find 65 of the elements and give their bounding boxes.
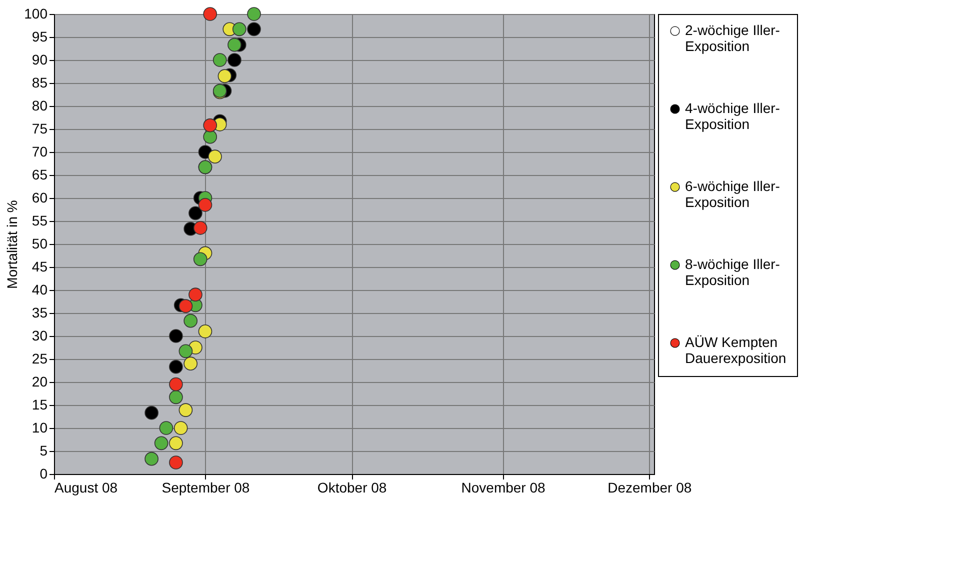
point <box>144 452 158 466</box>
point <box>212 53 227 67</box>
point <box>184 314 198 328</box>
point <box>203 130 218 144</box>
y-tick-label: 85 <box>32 74 48 90</box>
y-tick-label: 50 <box>32 236 48 252</box>
point <box>193 252 208 266</box>
point <box>228 38 242 52</box>
x-tick-label: November 08 <box>461 480 546 496</box>
y-tick-label: 60 <box>32 190 48 206</box>
point <box>144 406 158 420</box>
point <box>169 360 183 374</box>
point <box>184 356 198 371</box>
point <box>218 69 232 84</box>
point <box>169 390 183 404</box>
y-tick-label: 75 <box>32 120 48 136</box>
point <box>247 7 261 21</box>
legend-label: 4-wöchige Iller-Exposition <box>685 100 780 132</box>
point <box>188 288 202 302</box>
x-tick-label: August 08 <box>54 480 118 496</box>
y-tick-label: 15 <box>32 396 48 412</box>
y-tick-label: 80 <box>32 98 48 114</box>
point <box>232 22 246 36</box>
y-tick-label: 25 <box>32 350 48 366</box>
y-tick-label: 30 <box>32 328 48 344</box>
y-axis-title: Mortalität in % <box>4 200 20 289</box>
y-tick-label: 10 <box>32 420 48 436</box>
point <box>198 198 212 212</box>
legend-label: 6-wöchige Iller-Exposition <box>685 178 780 210</box>
y-tick-label: 100 <box>24 6 48 22</box>
point <box>169 377 183 392</box>
y-tick-label: 95 <box>32 28 48 44</box>
point <box>247 22 261 36</box>
legend-label: 2-wöchige Iller-Exposition <box>685 22 780 54</box>
x-tick-label: September 08 <box>162 480 250 496</box>
x-tick-label: Oktober 08 <box>317 480 387 496</box>
point <box>169 329 183 343</box>
point <box>228 53 242 67</box>
point <box>154 436 168 450</box>
point <box>203 7 218 21</box>
point <box>198 324 212 338</box>
x-tick-label: Dezember 08 <box>608 480 692 496</box>
point <box>193 220 208 235</box>
point <box>169 456 183 470</box>
point <box>178 344 193 358</box>
legend-label: 8-wöchige Iller-Exposition <box>685 256 780 288</box>
y-tick-label: 45 <box>32 258 48 274</box>
y-tick-label: 40 <box>32 282 48 298</box>
point <box>203 118 218 132</box>
point <box>178 403 193 417</box>
y-tick-label: 65 <box>32 166 48 182</box>
y-tick-label: 55 <box>32 212 48 228</box>
point <box>188 206 202 220</box>
legend-label: AÜW Kempten Dauerexposition <box>685 334 786 366</box>
point <box>159 421 174 435</box>
point <box>169 436 183 450</box>
y-tick-label: 0 <box>40 466 48 482</box>
y-tick-label: 35 <box>32 304 48 320</box>
y-tick-label: 70 <box>32 144 48 160</box>
y-tick-label: 20 <box>32 374 48 390</box>
point <box>174 421 188 435</box>
y-tick-label: 90 <box>32 52 48 68</box>
point <box>178 299 193 314</box>
y-tick-label: 5 <box>40 442 48 458</box>
point <box>208 150 222 164</box>
